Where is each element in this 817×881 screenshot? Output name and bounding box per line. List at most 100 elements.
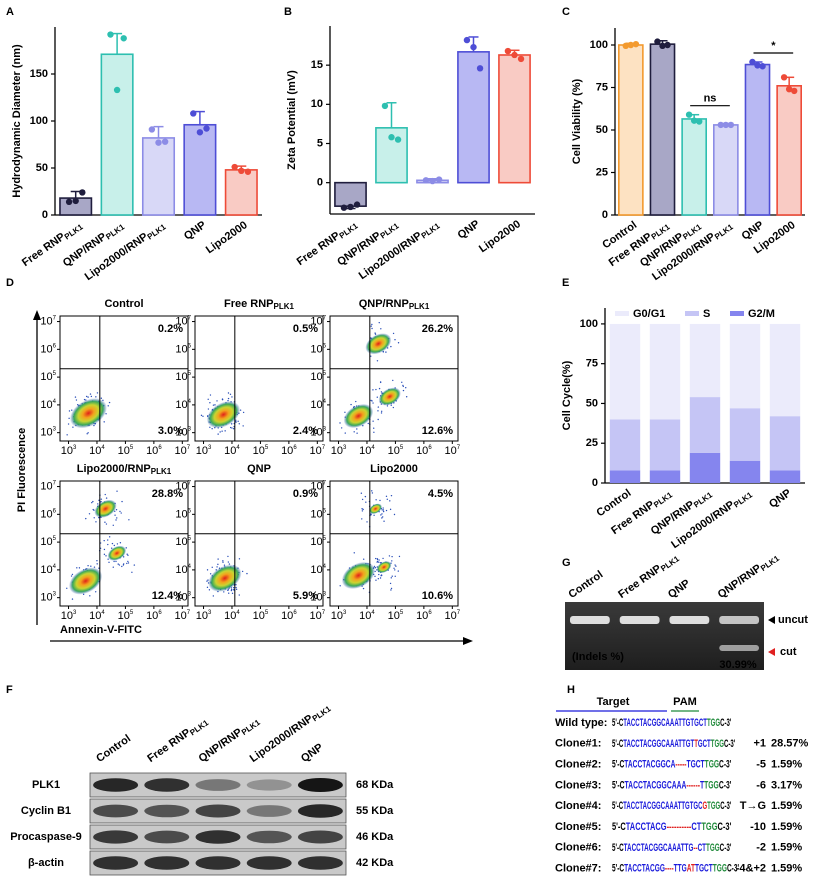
sequence-segment: G [702,800,707,812]
y-tick-label: 104 [175,398,191,410]
tick-base: 10 [224,610,236,622]
replicate-point [759,63,766,70]
density-cloud [369,503,382,515]
tick-base: 10 [175,610,187,622]
event-dot [380,514,382,516]
event-dot [92,508,94,511]
event-dot [93,424,95,427]
event-dot [89,393,92,395]
replicate-point [470,43,477,51]
tick-exponent: 5 [265,445,269,451]
event-dot [107,405,109,407]
gel-band [719,616,760,624]
replicate-point [727,121,735,129]
event-dot [107,543,109,546]
tick-exponent: 6 [323,508,327,514]
tick-exponent: 4 [236,610,240,616]
event-dot [217,433,219,435]
event-dot [377,406,380,408]
event-dot [370,325,372,327]
tick-base: 10 [281,610,293,622]
sequence-segment: ----- [675,759,686,771]
event-dot [122,563,125,565]
event-dot [114,514,116,516]
y-axis-label: Hydrodynamic Diameter (nm) [11,44,23,198]
replicate-point [627,41,635,49]
subscript: PLK1 [379,221,401,240]
tick-base: 10 [445,610,457,622]
event-dot [373,514,375,516]
event-dot [88,513,91,515]
y-tick-label: 107 [175,480,191,492]
sequence-segment: -- [693,842,697,854]
event-dot [376,561,378,563]
flow-plot [194,480,324,607]
tick-base: 10 [175,536,187,548]
event-dot [377,577,380,580]
quadrant-percent: 3.0% [158,425,183,437]
bar-segment [729,323,761,409]
event-dot [390,404,392,406]
sequence-segment: 5'-C [612,779,625,791]
legend-swatch [730,311,744,316]
y-tick-label: 106 [310,508,326,520]
quadrant-percent: 2.4% [293,425,318,437]
event-dot [378,387,381,390]
event-dot [370,399,372,402]
event-dot [397,570,400,572]
y-tick-label: 103 [175,591,191,603]
event-dot [212,404,215,406]
y-tick-label: 10 [311,98,323,110]
blot-band [144,830,190,844]
event-dot [216,566,218,568]
event-dot [231,396,233,398]
event-dot [379,381,382,383]
x-tick-label: 106 [281,610,297,622]
label-part: Control [104,298,143,310]
x-tick-label: 103 [331,445,347,457]
event-dot [122,564,125,566]
event-dot [206,580,208,582]
event-dot [227,397,230,400]
replicate-point [622,42,629,50]
sequence-segment: 5'-C [612,842,624,854]
blot-band [93,856,139,870]
tick-base: 10 [175,508,187,520]
bar [141,137,176,216]
event-dot [100,397,103,399]
event-dot [115,560,117,563]
event-dot [353,552,355,554]
event-dot [246,572,248,575]
sequence-segment: C-3' [724,738,735,750]
event-dot [397,342,400,344]
event-dot [374,332,376,334]
tick-base: 10 [331,445,343,457]
tick-base: 10 [40,564,52,576]
tick-exponent: 7 [457,610,461,616]
y-tick-label: 105 [175,536,191,548]
event-dot [105,413,107,415]
sequence-segment: C-3' [719,759,732,771]
subscript: PLK1 [188,718,210,737]
sequence-segment: C-3' [720,717,731,729]
event-dot [127,554,129,556]
tick-exponent: 7 [53,480,57,486]
event-dot [231,592,234,595]
x-tick-label: Lipo2000 [477,218,523,255]
event-dot [365,501,367,503]
subscript: PLK1 [104,222,126,241]
mutation: -2 [756,842,766,854]
x-tick-label: 104 [89,445,105,457]
bar [744,63,771,216]
replicate-point [238,167,245,175]
event-dot [361,518,363,520]
replicate-point [780,74,788,81]
y-tick-label: 0 [592,477,598,489]
event-dot [209,394,212,396]
event-dot [381,513,383,515]
x-tick-label: 104 [224,610,240,622]
event-dot [382,509,385,511]
event-dot [71,409,73,411]
replicate-point [203,125,210,132]
bar-segment [649,470,681,483]
